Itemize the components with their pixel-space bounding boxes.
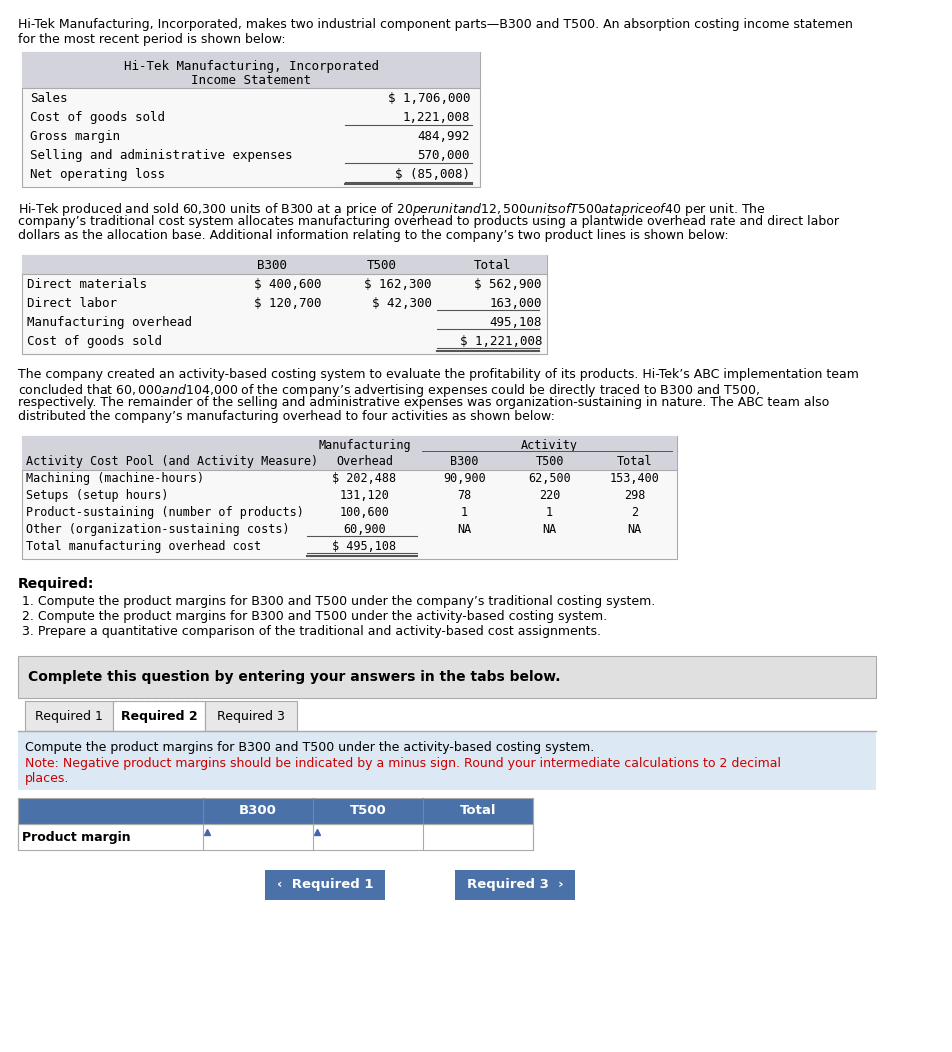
Text: for the most recent period is shown below:: for the most recent period is shown belo…	[18, 33, 286, 46]
Text: Product margin: Product margin	[22, 831, 130, 844]
Text: Overhead: Overhead	[336, 456, 393, 468]
Bar	[205, 701, 297, 731]
Text: $ 202,488: $ 202,488	[332, 472, 397, 485]
Text: Required 3  ›: Required 3 ›	[466, 878, 564, 891]
Text: Total manufacturing overhead cost: Total manufacturing overhead cost	[26, 540, 261, 553]
Text: Sales: Sales	[30, 92, 68, 105]
Text: $ 120,700: $ 120,700	[254, 297, 322, 310]
Text: Complete this question by entering your answers in the tabs below.: Complete this question by entering your …	[28, 670, 561, 684]
Text: The company created an activity-based costing system to evaluate the profitabili: The company created an activity-based co…	[18, 368, 859, 381]
Bar	[455, 870, 575, 901]
Text: 495,108: 495,108	[489, 316, 542, 329]
Text: Activity: Activity	[521, 439, 578, 452]
Bar	[22, 436, 677, 559]
Text: 220: 220	[539, 489, 560, 502]
Text: Total: Total	[617, 456, 652, 468]
Text: $ 400,600: $ 400,600	[254, 278, 322, 291]
Text: 2. Compute the product margins for B300 and T500 under the activity-based costin: 2. Compute the product margins for B300 …	[22, 610, 607, 623]
Text: $ 1,706,000: $ 1,706,000	[387, 92, 470, 105]
Text: places.: places.	[25, 772, 69, 785]
Text: Hi-Tek Manufacturing, Incorporated: Hi-Tek Manufacturing, Incorporated	[124, 60, 379, 73]
Bar	[113, 701, 205, 731]
Text: Total: Total	[473, 259, 511, 272]
Text: Cost of goods sold: Cost of goods sold	[30, 112, 165, 124]
Bar	[18, 732, 876, 790]
Text: Product-sustaining (number of products): Product-sustaining (number of products)	[26, 506, 304, 519]
Text: 153,400: 153,400	[609, 472, 660, 485]
Text: 78: 78	[457, 489, 471, 502]
Text: B300: B300	[450, 456, 479, 468]
Text: NA: NA	[543, 523, 557, 537]
Text: Setups (setup hours): Setups (setup hours)	[26, 489, 169, 502]
Text: Cost of goods sold: Cost of goods sold	[27, 335, 162, 348]
Text: dollars as the allocation base. Additional information relating to the company’s: dollars as the allocation base. Addition…	[18, 229, 728, 242]
Text: NA: NA	[627, 523, 642, 537]
Text: Compute the product margins for B300 and T500 under the activity-based costing s: Compute the product margins for B300 and…	[25, 741, 594, 754]
Text: $ 495,108: $ 495,108	[332, 540, 397, 553]
Text: 90,900: 90,900	[443, 472, 486, 485]
Text: Required:: Required:	[18, 576, 94, 591]
Text: Income Statement: Income Statement	[191, 74, 311, 87]
Text: T500: T500	[367, 259, 397, 272]
Bar	[22, 255, 547, 274]
Text: Total: Total	[460, 804, 496, 817]
Text: 570,000: 570,000	[418, 149, 470, 162]
Text: B300: B300	[257, 259, 287, 272]
Text: Selling and administrative expenses: Selling and administrative expenses	[30, 149, 292, 162]
Bar	[18, 798, 533, 824]
Text: 3. Prepare a quantitative comparison of the traditional and activity-based cost : 3. Prepare a quantitative comparison of …	[22, 625, 601, 638]
Text: 298: 298	[624, 489, 645, 502]
Text: Manufacturing: Manufacturing	[318, 439, 411, 452]
Text: Required 2: Required 2	[121, 710, 197, 723]
Bar	[18, 656, 876, 697]
Text: Note: Negative product margins should be indicated by a minus sign. Round your i: Note: Negative product margins should be…	[25, 757, 781, 770]
Text: NA: NA	[457, 523, 471, 537]
Text: Required 3: Required 3	[217, 710, 285, 723]
Text: T500: T500	[535, 456, 564, 468]
Text: concluded that $60,000 and $104,000 of the company’s advertising expenses could : concluded that $60,000 and $104,000 of t…	[18, 382, 760, 399]
Text: Other (organization-sustaining costs): Other (organization-sustaining costs)	[26, 523, 289, 537]
Text: Manufacturing overhead: Manufacturing overhead	[27, 316, 192, 329]
Bar	[22, 52, 480, 88]
Text: respectively. The remainder of the selling and administrative expenses was organ: respectively. The remainder of the selli…	[18, 396, 829, 409]
Text: distributed the company’s manufacturing overhead to four activities as shown bel: distributed the company’s manufacturing …	[18, 410, 555, 423]
Bar	[22, 52, 480, 187]
Bar	[25, 701, 113, 731]
Text: Direct labor: Direct labor	[27, 297, 117, 310]
Text: $ 162,300: $ 162,300	[365, 278, 432, 291]
Text: T500: T500	[349, 804, 387, 817]
Text: 1. Compute the product margins for B300 and T500 under the company’s traditional: 1. Compute the product margins for B300 …	[22, 595, 655, 608]
Text: 484,992: 484,992	[418, 130, 470, 143]
Text: company’s traditional cost system allocates manufacturing overhead to products u: company’s traditional cost system alloca…	[18, 215, 839, 228]
Text: 100,600: 100,600	[340, 506, 389, 519]
Text: $ 42,300: $ 42,300	[372, 297, 432, 310]
Bar	[18, 824, 533, 850]
Text: 1: 1	[461, 506, 468, 519]
Text: Gross margin: Gross margin	[30, 130, 120, 143]
Text: 60,900: 60,900	[343, 523, 386, 537]
Bar	[265, 870, 385, 901]
Text: 163,000: 163,000	[489, 297, 542, 310]
Text: Required 1: Required 1	[35, 710, 103, 723]
Bar	[22, 255, 547, 355]
Text: ‹  Required 1: ‹ Required 1	[277, 878, 373, 891]
Text: 1: 1	[545, 506, 553, 519]
Text: Direct materials: Direct materials	[27, 278, 147, 291]
Text: Net operating loss: Net operating loss	[30, 168, 165, 181]
Text: 131,120: 131,120	[340, 489, 389, 502]
Text: $ (85,008): $ (85,008)	[395, 168, 470, 181]
Text: $ 562,900: $ 562,900	[474, 278, 542, 291]
Text: 62,500: 62,500	[528, 472, 571, 485]
Text: Hi-Tek produced and sold 60,300 units of B300 at a price of $20 per unit and 12,: Hi-Tek produced and sold 60,300 units of…	[18, 201, 765, 218]
Text: 2: 2	[631, 506, 638, 519]
Text: Machining (machine-hours): Machining (machine-hours)	[26, 472, 204, 485]
Text: 1,221,008: 1,221,008	[403, 112, 470, 124]
Text: $ 1,221,008: $ 1,221,008	[460, 335, 542, 348]
Text: Hi-Tek Manufacturing, Incorporated, makes two industrial component parts—B300 an: Hi-Tek Manufacturing, Incorporated, make…	[18, 18, 853, 31]
Text: B300: B300	[239, 804, 277, 817]
Bar	[22, 436, 677, 470]
Text: Activity Cost Pool (and Activity Measure): Activity Cost Pool (and Activity Measure…	[26, 456, 318, 468]
